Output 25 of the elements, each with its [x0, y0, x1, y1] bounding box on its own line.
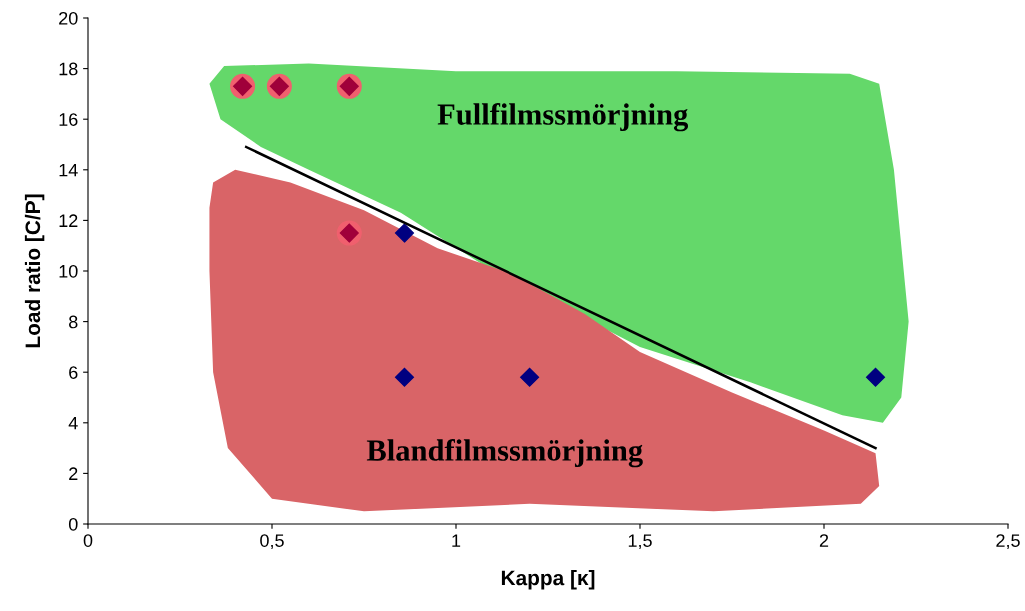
y-tick-label: 18 — [59, 62, 78, 76]
x-tick-label: 0,5 — [260, 534, 284, 550]
y-tick-label: 20 — [59, 11, 78, 25]
annotation: Fullfilmssmörjning — [437, 103, 689, 132]
annotation: Blandfilmssmörjning — [366, 439, 643, 468]
point — [394, 367, 415, 387]
y-tick-label: 10 — [59, 264, 78, 278]
y-tick-label: 12 — [59, 214, 78, 227]
x-tick-label: 1,5 — [628, 534, 652, 550]
y-axis-title: Load ratio [C/P] — [24, 194, 45, 348]
x-tick-label: 2,5 — [996, 534, 1020, 550]
y-tick-label: 0 — [68, 517, 78, 531]
y-tick-label: 2 — [69, 467, 78, 480]
x-tick-label: 0 — [83, 534, 93, 547]
point — [394, 223, 415, 243]
x-tick-label: 2 — [819, 534, 829, 547]
point — [865, 367, 886, 387]
point — [520, 367, 540, 387]
y-tick-label: 14 — [59, 163, 78, 177]
y-tick-label: 16 — [59, 113, 78, 126]
x-tick-label: 1 — [452, 534, 461, 547]
y-tick-label: 4 — [68, 416, 78, 430]
y-tick-label: 6 — [69, 366, 78, 379]
y-tick-label: 8 — [69, 315, 78, 329]
x-axis-title: Kappa [κ] — [501, 570, 595, 590]
